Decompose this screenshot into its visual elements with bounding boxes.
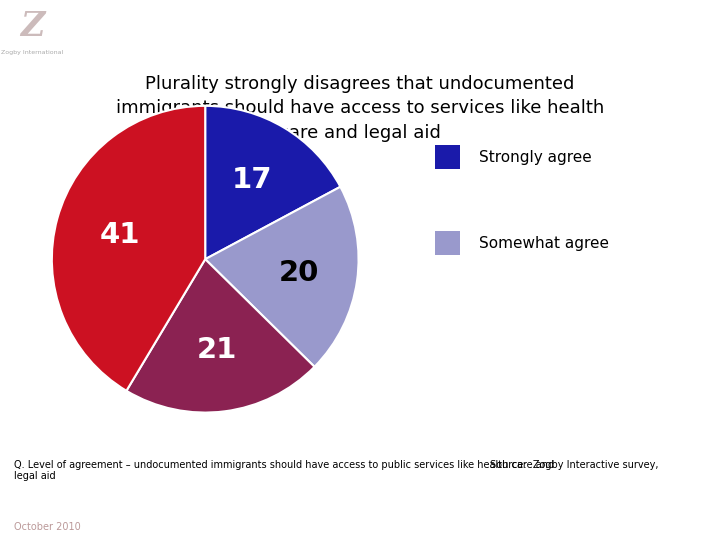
Text: Immigration 1: Immigration 1 bbox=[510, 27, 698, 51]
Text: © 2010, Zogby International: © 2010, Zogby International bbox=[565, 522, 706, 532]
Wedge shape bbox=[205, 187, 359, 367]
Text: Somewhat agree: Somewhat agree bbox=[479, 236, 608, 251]
Wedge shape bbox=[127, 259, 315, 413]
Text: 17: 17 bbox=[232, 166, 273, 194]
Text: Zogby International: Zogby International bbox=[1, 50, 63, 55]
Wedge shape bbox=[52, 106, 205, 391]
Bar bbox=[435, 145, 460, 169]
Text: Q. Level of agreement – undocumented immigrants should have access to public ser: Q. Level of agreement – undocumented imm… bbox=[14, 460, 554, 482]
Bar bbox=[435, 231, 460, 255]
Text: Plurality strongly disagrees that undocumented
immigrants should have access to : Plurality strongly disagrees that undocu… bbox=[116, 75, 604, 142]
Text: Strongly agree: Strongly agree bbox=[479, 150, 591, 165]
Text: 20: 20 bbox=[279, 259, 320, 287]
Text: October 2010: October 2010 bbox=[14, 522, 81, 532]
Text: 21: 21 bbox=[197, 336, 237, 365]
Wedge shape bbox=[205, 106, 341, 259]
Text: Source:  Zogby Interactive survey,: Source: Zogby Interactive survey, bbox=[490, 460, 658, 470]
Text: Z: Z bbox=[20, 10, 45, 44]
Text: 41: 41 bbox=[99, 221, 140, 249]
